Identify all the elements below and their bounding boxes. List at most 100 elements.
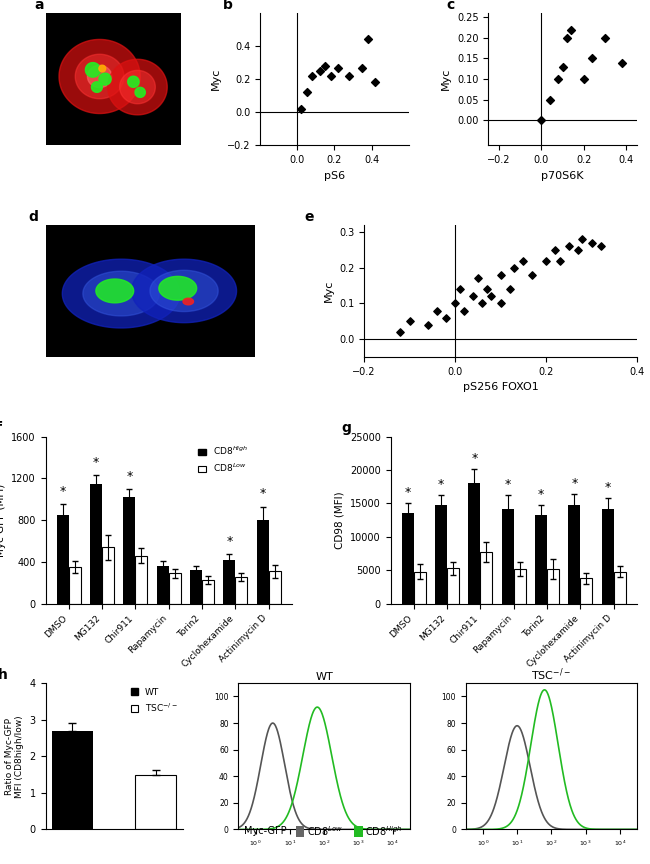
Bar	[514, 569, 526, 604]
Title: TSC$^{-/-}$: TSC$^{-/-}$	[531, 667, 571, 683]
Text: d: d	[29, 210, 38, 224]
Bar	[569, 505, 580, 604]
Point	[450, 296, 460, 310]
Polygon shape	[83, 271, 159, 316]
Point	[562, 31, 572, 45]
Bar	[502, 509, 514, 604]
Bar	[480, 551, 493, 604]
Point	[307, 69, 317, 83]
Bar	[69, 567, 81, 604]
Point	[587, 52, 597, 66]
X-axis label: p70S6K: p70S6K	[541, 170, 584, 181]
Polygon shape	[59, 40, 140, 113]
Point	[326, 69, 336, 83]
Point	[617, 55, 627, 69]
Bar	[435, 505, 447, 604]
Text: *: *	[504, 479, 511, 492]
Bar	[535, 516, 547, 604]
Polygon shape	[75, 54, 124, 98]
Bar	[135, 775, 176, 829]
Polygon shape	[85, 62, 100, 77]
Polygon shape	[131, 259, 237, 322]
Legend: WT, TSC$^{-/-}$: WT, TSC$^{-/-}$	[131, 688, 178, 714]
Point	[573, 243, 583, 257]
Y-axis label: CD98 (MFI): CD98 (MFI)	[334, 492, 345, 549]
X-axis label: pS256 FOXO1: pS256 FOXO1	[463, 383, 538, 392]
Polygon shape	[108, 60, 167, 115]
Bar	[547, 569, 559, 604]
X-axis label: pS6: pS6	[324, 170, 345, 181]
Text: f: f	[0, 421, 2, 435]
Point	[482, 283, 492, 296]
Point	[422, 318, 433, 332]
Text: *: *	[60, 486, 66, 499]
Text: *: *	[226, 535, 233, 548]
Bar	[157, 566, 169, 604]
Point	[468, 289, 478, 303]
Text: e: e	[304, 210, 313, 224]
Point	[536, 113, 547, 127]
Point	[477, 296, 488, 310]
Bar	[580, 578, 592, 604]
Text: a: a	[34, 0, 44, 12]
Point	[545, 93, 555, 107]
Text: CD8$^{High}$: CD8$^{High}$	[365, 824, 403, 838]
Point	[344, 69, 354, 83]
Polygon shape	[96, 279, 134, 303]
Point	[333, 60, 343, 74]
Y-axis label: Myc: Myc	[211, 68, 221, 91]
Text: *: *	[259, 487, 266, 500]
Polygon shape	[120, 70, 155, 104]
Point	[527, 268, 538, 282]
Point	[554, 254, 565, 268]
Y-axis label: Ratio of Myc-GFP
MFI (CD8high/low): Ratio of Myc-GFP MFI (CD8high/low)	[5, 715, 24, 797]
Y-axis label: Myc GFP (MFI): Myc GFP (MFI)	[0, 484, 6, 556]
Bar	[124, 497, 135, 604]
Point	[541, 254, 551, 268]
Bar	[414, 572, 426, 604]
Bar	[90, 484, 102, 604]
Bar	[469, 483, 480, 604]
Point	[473, 271, 483, 285]
Point	[550, 243, 560, 257]
Point	[495, 296, 506, 310]
Bar	[224, 560, 235, 604]
Point	[566, 22, 577, 36]
Bar	[614, 572, 626, 604]
Point	[432, 303, 442, 317]
Text: *: *	[404, 486, 411, 499]
Text: *: *	[471, 452, 478, 465]
Text: h: h	[0, 668, 7, 682]
Point	[302, 86, 312, 99]
Text: *: *	[126, 469, 133, 482]
Point	[296, 102, 306, 116]
Legend: CD8$^{High}$, CD8$^{Low}$: CD8$^{High}$, CD8$^{Low}$	[194, 442, 252, 478]
Point	[459, 303, 469, 317]
Point	[358, 60, 368, 74]
Polygon shape	[135, 87, 146, 98]
Polygon shape	[128, 76, 139, 87]
Text: *: *	[571, 477, 578, 490]
Point	[454, 283, 465, 296]
Point	[441, 311, 451, 325]
Bar	[268, 571, 281, 604]
Text: *: *	[604, 481, 611, 494]
Point	[315, 64, 325, 78]
Point	[495, 268, 506, 282]
Point	[553, 73, 564, 86]
Point	[504, 283, 515, 296]
Text: *: *	[538, 488, 544, 501]
Point	[600, 31, 610, 45]
Y-axis label: Myc: Myc	[441, 68, 451, 91]
Point	[509, 261, 519, 275]
Text: g: g	[341, 421, 351, 435]
Polygon shape	[183, 298, 194, 305]
Point	[577, 232, 588, 246]
Polygon shape	[88, 66, 112, 87]
Point	[595, 239, 606, 253]
Title: WT: WT	[315, 672, 333, 683]
Text: *: *	[93, 456, 99, 469]
Polygon shape	[150, 270, 218, 312]
Polygon shape	[92, 82, 102, 92]
Y-axis label: Myc: Myc	[324, 280, 333, 302]
